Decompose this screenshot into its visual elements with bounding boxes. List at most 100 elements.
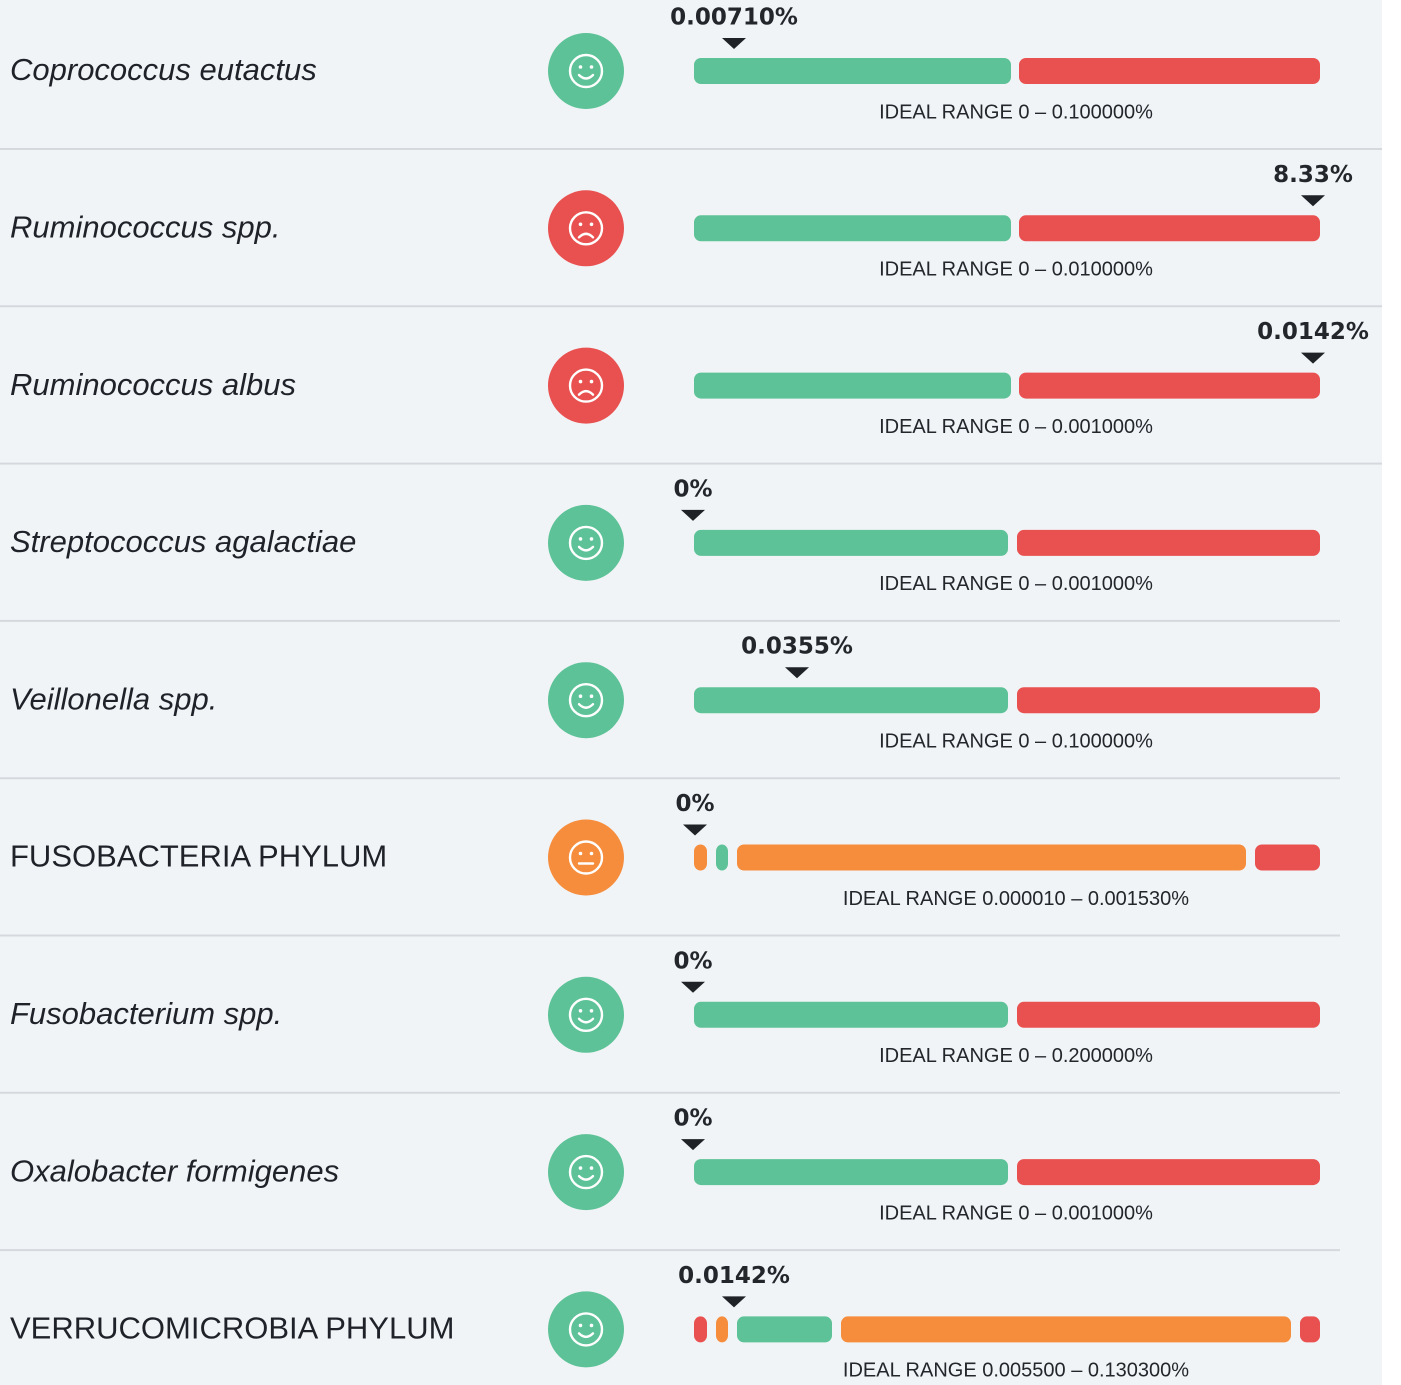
status-icon xyxy=(548,190,624,267)
icon-mouth xyxy=(577,73,595,80)
icon-eye xyxy=(578,65,583,69)
icon-circle xyxy=(548,1134,624,1211)
icon-face xyxy=(568,997,604,1032)
icon-circle xyxy=(548,662,624,739)
ideal-range: IDEAL RANGE 0 – 0.001000% xyxy=(879,416,1153,438)
icon-mouth xyxy=(577,545,595,552)
value-marker xyxy=(1301,195,1325,207)
value-marker xyxy=(785,667,809,679)
ideal-range: IDEAL RANGE 0 – 0.001000% xyxy=(879,573,1153,595)
status-icon xyxy=(548,976,624,1053)
icon-face xyxy=(568,368,604,403)
item-name: Veillonella spp. xyxy=(10,681,217,716)
icon-eye xyxy=(589,1166,594,1170)
range-segment xyxy=(1017,1001,1320,1028)
icon-circle xyxy=(548,819,624,896)
icon-face xyxy=(568,211,604,246)
status-icon xyxy=(548,504,624,581)
value-marker xyxy=(681,509,705,521)
range-segment xyxy=(716,844,728,871)
ideal-range: IDEAL RANGE 0.005500 – 0.130300% xyxy=(843,1360,1189,1382)
value-marker xyxy=(683,824,707,836)
range-segment xyxy=(1019,58,1320,84)
item-name: Ruminococcus albus xyxy=(10,367,296,402)
range-segment xyxy=(841,1316,1291,1343)
icon-eye xyxy=(589,222,594,227)
range-segment xyxy=(694,58,1011,84)
status-icon xyxy=(548,819,624,896)
icon-eye xyxy=(578,1323,583,1328)
row: Oxalobacter formigenes 0% IDEAL RANGE 0 – … xyxy=(0,1106,1340,1252)
value-marker xyxy=(681,1139,705,1151)
icon-mouth xyxy=(577,703,595,709)
icon-eye xyxy=(589,1009,594,1013)
status-icon xyxy=(548,1134,624,1211)
range-segment xyxy=(694,687,1008,714)
range-segment xyxy=(1017,687,1320,714)
icon-circle xyxy=(548,1291,624,1368)
range-segment xyxy=(737,844,1246,871)
value-label: 0.00710% xyxy=(670,5,798,31)
value-label: 0% xyxy=(673,476,712,502)
row: Fusobacterium spp. 0% IDEAL RANGE 0 – 0.20… xyxy=(0,948,1340,1094)
range-segment xyxy=(737,1316,832,1343)
ideal-range: IDEAL RANGE 0 – 0.001000% xyxy=(879,1202,1153,1224)
icon-circle xyxy=(548,33,624,109)
row: VERRUCOMICROBIA PHYLUM 0.0142% IDEAL RANGE… xyxy=(10,1263,1320,1382)
icon-face xyxy=(568,53,604,89)
value-label: 0.0355% xyxy=(741,634,853,660)
row: FUSOBACTERIA PHYLUM 0% IDEAL RANGE 0.00001… xyxy=(0,791,1340,937)
range-segment xyxy=(1255,844,1320,871)
icon-face xyxy=(568,840,604,875)
icon-face xyxy=(568,1154,604,1190)
icon-mouth xyxy=(577,1017,595,1024)
value-label: 0.0142% xyxy=(678,1263,790,1289)
row: Ruminococcus spp. 8.33% IDEAL RANGE 0 – 0.… xyxy=(0,162,1382,308)
icon-eye xyxy=(589,851,594,856)
ideal-range: IDEAL RANGE 0 – 0.100000% xyxy=(879,730,1153,752)
row: Veillonella spp. 0.0355% IDEAL RANGE 0 – 0… xyxy=(0,634,1340,780)
icon-mouth xyxy=(577,389,595,396)
value-marker xyxy=(681,981,705,993)
icon-circle xyxy=(548,190,624,267)
icon-eye xyxy=(589,537,594,541)
icon-face xyxy=(568,525,604,561)
value-label: 0% xyxy=(673,1106,712,1132)
range-segment xyxy=(694,1001,1008,1028)
range-segment xyxy=(1017,1159,1320,1186)
item-name: FUSOBACTERIA PHYLUM xyxy=(10,839,387,874)
row: Streptococcus agalactiae 0% IDEAL RANGE 0 … xyxy=(0,476,1340,622)
range-segment xyxy=(694,1159,1008,1186)
icon-eye xyxy=(578,222,583,227)
range-segment xyxy=(694,844,707,871)
icon-eye xyxy=(578,379,583,384)
value-label: 0.0142% xyxy=(1257,319,1369,345)
value-label: 8.33% xyxy=(1273,162,1353,188)
value-marker xyxy=(722,38,746,49)
icon-eye xyxy=(578,694,583,698)
ideal-range: IDEAL RANGE 0 – 0.010000% xyxy=(879,259,1153,281)
range-segment xyxy=(716,1316,728,1343)
range-segment xyxy=(1019,372,1320,399)
icon-face xyxy=(568,683,604,718)
row: Coprococcus eutactus 0.00710% IDEAL RANGE … xyxy=(0,5,1382,150)
icon-circle xyxy=(548,347,624,424)
item-name: Oxalobacter formigenes xyxy=(10,1153,339,1188)
icon-eye xyxy=(578,537,583,541)
item-name: Ruminococcus spp. xyxy=(10,209,281,244)
range-segment xyxy=(1019,215,1320,242)
range-segment xyxy=(694,215,1011,242)
icon-eye xyxy=(589,1323,594,1328)
icon-eye xyxy=(589,694,594,698)
range-segment xyxy=(694,372,1011,399)
range-segment xyxy=(694,529,1008,556)
icon-mouth xyxy=(577,232,595,239)
item-name: Fusobacterium spp. xyxy=(10,996,282,1031)
ideal-range: IDEAL RANGE 0 – 0.200000% xyxy=(879,1045,1153,1067)
value-label: 0% xyxy=(675,791,714,817)
icon-eye xyxy=(578,1009,583,1013)
ideal-range: IDEAL RANGE 0.000010 – 0.001530% xyxy=(843,888,1189,910)
icon-mouth xyxy=(577,1332,595,1339)
